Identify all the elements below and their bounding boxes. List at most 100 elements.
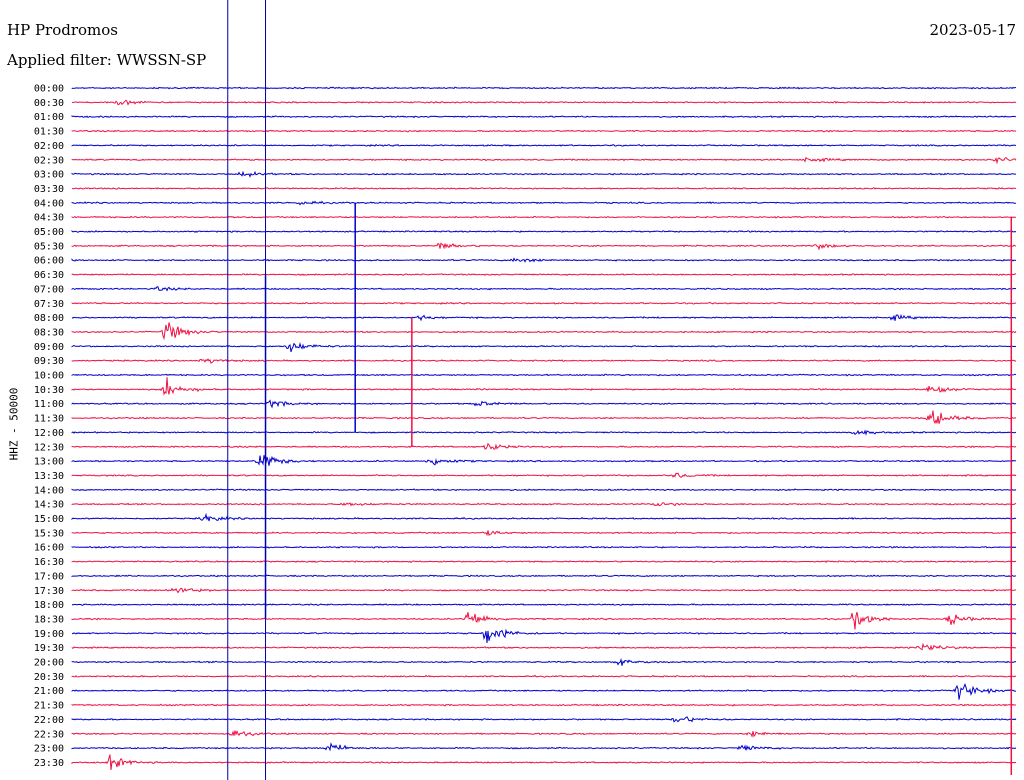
seismogram-trace-row bbox=[71, 716, 1017, 723]
row-time-label: 11:30 bbox=[34, 414, 64, 425]
row-time-label: 04:30 bbox=[34, 213, 64, 224]
row-time-label: 01:30 bbox=[34, 127, 64, 138]
row-time-label: 10:30 bbox=[34, 385, 64, 396]
seismogram-trace-row bbox=[71, 170, 1016, 178]
row-time-label: 22:00 bbox=[34, 715, 64, 726]
seismogram-trace-row bbox=[71, 754, 1017, 771]
row-time-label: 16:30 bbox=[34, 557, 64, 568]
seismogram-trace-row bbox=[71, 242, 1017, 251]
row-time-label: 14:00 bbox=[34, 485, 64, 496]
date-label: 2023-05-17 bbox=[929, 21, 1016, 39]
seismogram-trace-row bbox=[71, 703, 1016, 707]
seismogram-trace-row bbox=[71, 560, 1017, 564]
seismogram-trace-row bbox=[71, 545, 1017, 549]
row-time-label: 19:00 bbox=[34, 629, 64, 640]
seismogram-trace-row bbox=[71, 442, 1017, 450]
row-time-label: 13:00 bbox=[34, 457, 64, 468]
seismogram-trace-row bbox=[71, 488, 1017, 492]
seismogram-trace-row bbox=[71, 657, 1017, 666]
row-time-label: 07:00 bbox=[34, 284, 64, 295]
row-time-label: 00:30 bbox=[34, 98, 64, 109]
row-time-label: 08:00 bbox=[34, 313, 64, 324]
row-time-label: 20:00 bbox=[34, 658, 64, 669]
row-time-label: 16:00 bbox=[34, 543, 64, 554]
row-time-label: 23:30 bbox=[34, 758, 64, 769]
row-time-label: 21:00 bbox=[34, 686, 64, 697]
row-time-label: 17:00 bbox=[34, 571, 64, 582]
station-title: HP Prodromos bbox=[7, 21, 118, 39]
seismogram-trace-row bbox=[71, 455, 1017, 466]
row-time-label: 03:30 bbox=[34, 184, 64, 195]
row-time-label: 09:00 bbox=[34, 342, 64, 353]
row-time-label: 13:30 bbox=[34, 471, 64, 482]
seismogram-trace-row bbox=[71, 301, 1017, 305]
row-time-label: 00:00 bbox=[34, 84, 64, 95]
seismogram-trace-row bbox=[71, 257, 1017, 263]
seismogram-trace-row bbox=[71, 129, 1017, 133]
seismogram-trace-row bbox=[71, 603, 1017, 607]
row-time-label: 15:30 bbox=[34, 528, 64, 539]
marker-group bbox=[227, 0, 267, 780]
seismogram-trace-row bbox=[71, 86, 1017, 90]
row-time-label: 15:00 bbox=[34, 514, 64, 525]
row-time-label: 18:00 bbox=[34, 600, 64, 611]
seismogram-trace-row bbox=[71, 215, 1017, 219]
row-time-label: 23:00 bbox=[34, 744, 64, 755]
seismogram-trace-row bbox=[71, 322, 1017, 341]
row-time-label: 12:30 bbox=[34, 442, 64, 453]
seismogram-trace-row bbox=[71, 200, 1016, 206]
row-time-label: 02:00 bbox=[34, 141, 64, 152]
seismogram-trace-row bbox=[71, 587, 1017, 594]
row-time-label: 17:30 bbox=[34, 586, 64, 597]
seismogram-trace-row bbox=[71, 229, 1017, 233]
row-time-label: 04:00 bbox=[34, 198, 64, 209]
seismogram-trace-row bbox=[71, 373, 1017, 377]
row-time-label: 05:00 bbox=[34, 227, 64, 238]
seismogram-trace-row bbox=[71, 682, 1017, 700]
seismogram-trace-row bbox=[71, 399, 1017, 409]
row-time-label: 12:00 bbox=[34, 428, 64, 439]
seismogram-trace-row bbox=[71, 410, 1017, 425]
seismogram-trace-row bbox=[71, 574, 1017, 578]
seismogram-trace-row bbox=[71, 115, 1017, 119]
seismogram-trace-row bbox=[71, 472, 1017, 479]
seismogram-trace-row bbox=[71, 99, 1017, 106]
row-time-label: 20:30 bbox=[34, 672, 64, 683]
seismogram-trace-row bbox=[71, 314, 1017, 322]
filter-label: Applied filter: WWSSN-SP bbox=[7, 51, 207, 69]
seismogram-trace-row bbox=[71, 143, 1017, 147]
seismogram-trace-row bbox=[71, 742, 1017, 752]
seismogram-trace-row bbox=[71, 377, 1017, 396]
seismogram-trace-row bbox=[71, 512, 1017, 522]
seismogram-trace-row bbox=[71, 628, 1017, 643]
row-time-label: 02:30 bbox=[34, 155, 64, 166]
seismogram-trace-row bbox=[71, 358, 1017, 364]
row-time-label: 21:30 bbox=[34, 701, 64, 712]
row-time-label: 09:30 bbox=[34, 356, 64, 367]
row-time-label: 11:00 bbox=[34, 399, 64, 410]
seismogram-trace-row bbox=[71, 187, 1017, 190]
row-time-label: 14:30 bbox=[34, 500, 64, 511]
tick-label-group: 00:00 00:30 01:00 01:30 02:00 02:30 03:00 03:30… bbox=[34, 84, 64, 769]
row-time-label: 03:00 bbox=[34, 170, 64, 181]
row-time-label: 08:30 bbox=[34, 327, 64, 338]
row-time-label: 10:00 bbox=[34, 371, 64, 382]
seismogram-trace-row bbox=[71, 729, 1017, 738]
seismogram-trace-row bbox=[71, 429, 1017, 436]
row-time-label: 01:00 bbox=[34, 112, 64, 123]
row-time-label: 06:30 bbox=[34, 270, 64, 281]
row-time-label: 22:30 bbox=[34, 729, 64, 740]
seismogram-trace-row bbox=[71, 611, 1017, 630]
row-time-label: 19:30 bbox=[34, 643, 64, 654]
seismogram-trace-row bbox=[71, 156, 1017, 165]
row-time-label: 05:30 bbox=[34, 241, 64, 252]
trace-group bbox=[71, 86, 1017, 775]
seismogram-trace-row bbox=[71, 341, 1017, 353]
seismogram-trace-row bbox=[71, 642, 1017, 651]
row-time-label: 07:30 bbox=[34, 299, 64, 310]
seismogram-trace-row bbox=[71, 674, 1017, 678]
seismogram-trace-row bbox=[71, 273, 1017, 277]
seismogram-trace-row bbox=[71, 286, 1017, 292]
seismogram-trace-row bbox=[71, 501, 1017, 507]
